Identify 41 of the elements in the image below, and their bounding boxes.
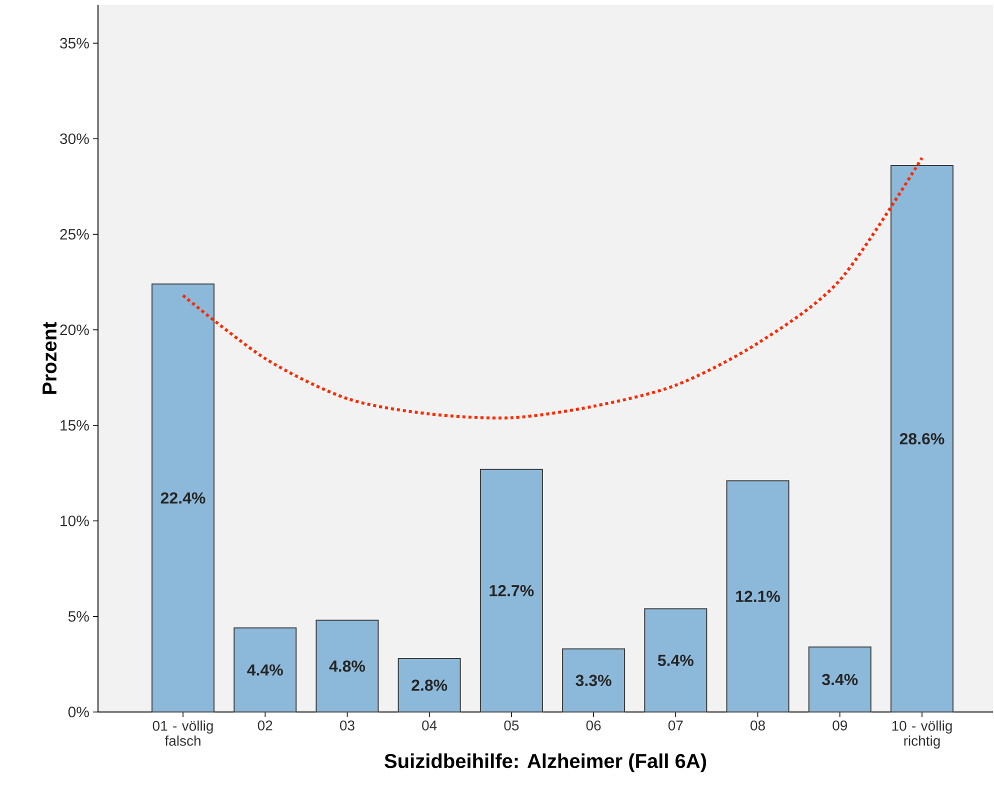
- y-tick-label: 30%: [60, 133, 89, 144]
- bar: [316, 620, 379, 712]
- x-tick-label: 06: [586, 720, 601, 730]
- bar: [152, 283, 215, 712]
- x-tick-label: 08: [750, 720, 765, 730]
- bar: [644, 608, 708, 712]
- bar: [890, 165, 954, 712]
- x-tick-label: 03: [340, 720, 354, 730]
- y-tick-label: 15%: [60, 420, 89, 431]
- x-tick-label: 05: [504, 720, 519, 730]
- data-label: 3.4%: [822, 674, 858, 686]
- data-label: 5.4%: [658, 654, 694, 666]
- y-tick-label: 10%: [60, 516, 89, 526]
- y-axis-title: Prozent: [42, 322, 57, 394]
- line-series: [182, 156, 924, 420]
- x-axis-title: Suizidbeihilfe: Alzheimer (Fall 6A): [384, 753, 706, 772]
- x-tick-label: 10 - völlig richtig: [892, 720, 952, 749]
- bar: [398, 658, 461, 712]
- data-label: 28.6%: [900, 433, 944, 444]
- data-label: 12.7%: [490, 585, 534, 596]
- y-tick-label: 20%: [60, 324, 89, 336]
- bar: [562, 648, 626, 712]
- bar: [234, 627, 297, 712]
- y-tick-label: 5%: [68, 611, 89, 622]
- y-tick-label: 25%: [60, 228, 89, 240]
- x-tick-label: 09: [832, 720, 847, 730]
- data-label: 4.8%: [329, 660, 366, 672]
- x-tick-label: 07: [668, 720, 683, 730]
- x-tick-label: 02: [258, 720, 272, 730]
- bar: [480, 468, 543, 712]
- data-label: 12.1%: [736, 590, 780, 602]
- data-label: 4.4%: [247, 664, 283, 676]
- data-label: 22.4%: [160, 492, 206, 504]
- y-tick-label: 35%: [60, 38, 89, 49]
- x-tick-label: 04: [422, 720, 437, 730]
- bar: [726, 480, 790, 712]
- x-tick-label: 01 - völlig falsch: [152, 720, 213, 746]
- data-label: 2.8%: [412, 680, 448, 691]
- y-tick-label: 0%: [68, 706, 89, 718]
- bar: [808, 646, 872, 712]
- data-label: 3.3%: [576, 674, 612, 686]
